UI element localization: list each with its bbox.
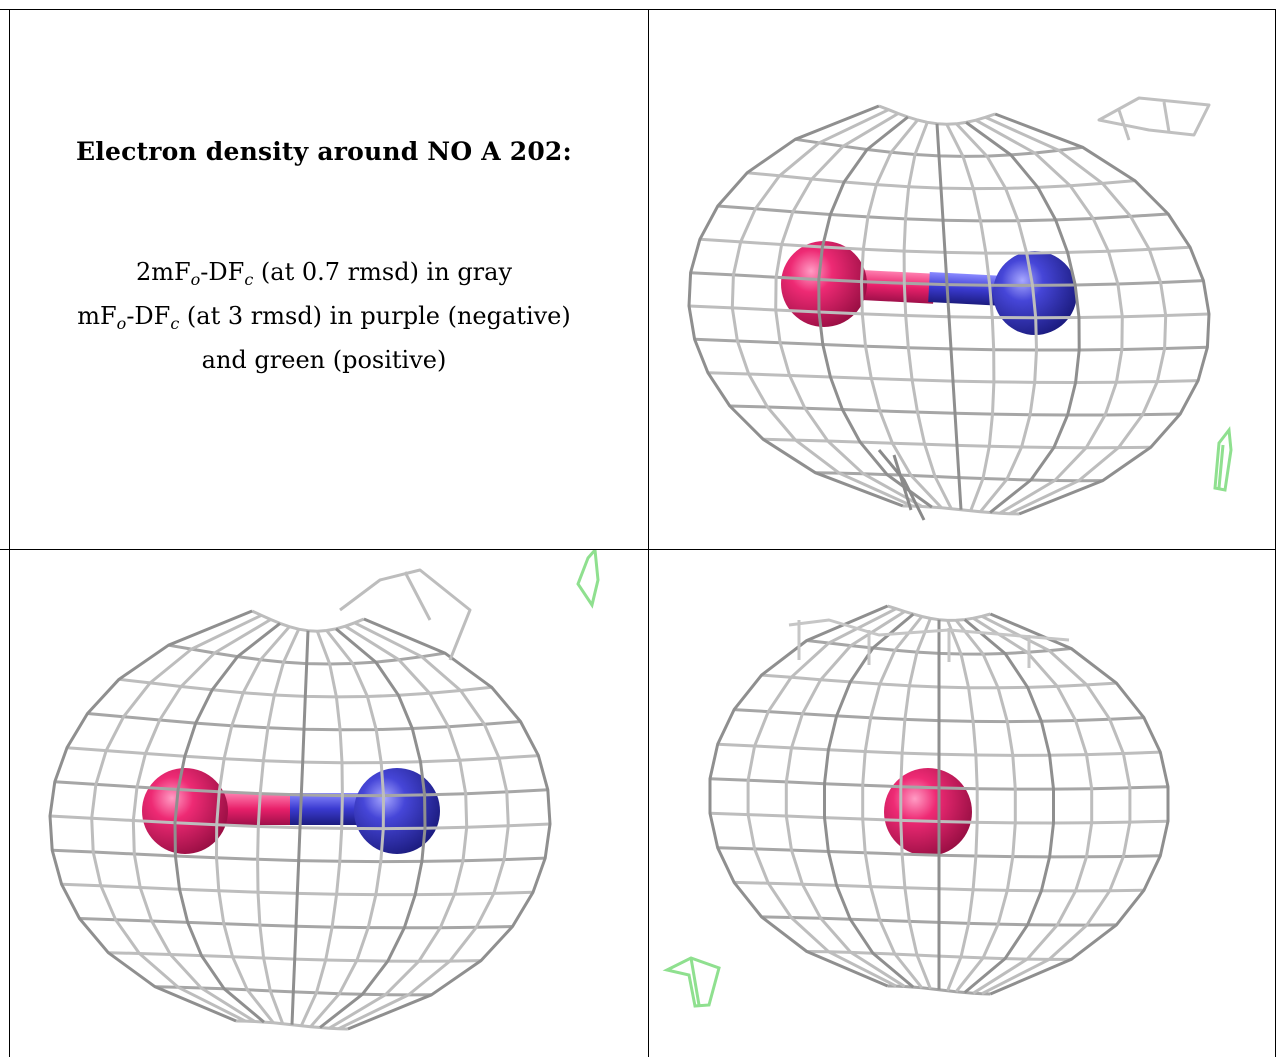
mesh-line	[975, 118, 1124, 515]
mesh-line	[899, 617, 932, 990]
mesh-line	[687, 104, 904, 508]
density-mesh-gray	[48, 568, 552, 1031]
mesh-line	[173, 622, 281, 1024]
mesh-line	[328, 624, 469, 1030]
caption-panel: Electron density around NO A 202: 2mFo-D…	[0, 10, 648, 549]
mesh-line	[946, 619, 979, 992]
caption-legend: 2mFo-DFc (at 0.7 rmsd) in gray mFo-DFc (…	[0, 254, 648, 378]
top-border	[0, 9, 1276, 10]
mesh-line	[902, 121, 953, 510]
mesh-line	[817, 115, 933, 509]
mesh-line	[784, 610, 906, 988]
mesh-line	[347, 617, 552, 1031]
mesh-line	[788, 618, 1070, 668]
legend-line-difference: mFo-DFc (at 3 rmsd) in purple (negative)	[77, 302, 571, 333]
mesh-line	[319, 627, 427, 1029]
oxygen-atom	[884, 768, 972, 856]
mesh-line	[877, 449, 926, 521]
nitrogen-atom	[993, 251, 1077, 335]
view-bottom-right	[662, 604, 1170, 1008]
mesh-line	[955, 122, 1038, 513]
view-top-right	[687, 96, 1233, 521]
mesh-line	[989, 612, 1170, 996]
mesh-line	[984, 115, 1168, 516]
mesh-line	[860, 119, 943, 509]
mesh-line	[708, 604, 889, 988]
mesh-line	[994, 112, 1211, 516]
mesh-line	[945, 123, 996, 512]
mesh-line	[131, 618, 272, 1023]
mesh-line	[823, 612, 915, 989]
caption-title: Electron density around NO A 202:	[76, 137, 572, 166]
mesh-line	[339, 568, 472, 661]
mesh-line	[954, 619, 1017, 993]
molecule-no-end-on	[884, 768, 972, 856]
mesh-line	[972, 616, 1094, 995]
mesh-line	[935, 123, 963, 510]
oxygen-atom	[142, 768, 228, 854]
mesh-line	[290, 630, 310, 1025]
mesh-line	[48, 609, 253, 1023]
positive-density-blob	[576, 550, 600, 609]
molecule-no	[142, 768, 440, 854]
mesh-line	[963, 618, 1055, 994]
mesh-line	[861, 615, 924, 989]
nitrogen-atom	[354, 768, 440, 854]
molecule-no	[781, 241, 1077, 335]
mesh-line	[90, 613, 263, 1023]
legend-line-gray: 2mFo-DFc (at 0.7 rmsd) in gray	[135, 258, 513, 289]
oxygen-atom	[781, 241, 867, 327]
mesh-line	[1097, 96, 1211, 141]
middle-border	[0, 549, 1276, 550]
mesh-line	[746, 607, 897, 988]
mesh-line	[256, 628, 301, 1025]
mesh-line	[965, 121, 1081, 514]
mesh-line	[337, 621, 510, 1031]
density-mesh-gray	[708, 604, 1170, 996]
mesh-line	[309, 629, 385, 1028]
positive-density-blob	[662, 956, 721, 1008]
left-border	[9, 9, 10, 1057]
density-mesh-gray	[687, 96, 1211, 521]
mesh-line	[730, 108, 914, 508]
mesh-line	[299, 630, 344, 1027]
center-border	[648, 9, 649, 1057]
positive-density-blob	[1213, 426, 1233, 492]
view-bottom-left	[48, 550, 600, 1031]
mesh-line	[774, 112, 923, 508]
mesh-line	[215, 625, 291, 1024]
legend-line-positive: and green (positive)	[201, 346, 447, 374]
mesh-line	[981, 614, 1132, 996]
